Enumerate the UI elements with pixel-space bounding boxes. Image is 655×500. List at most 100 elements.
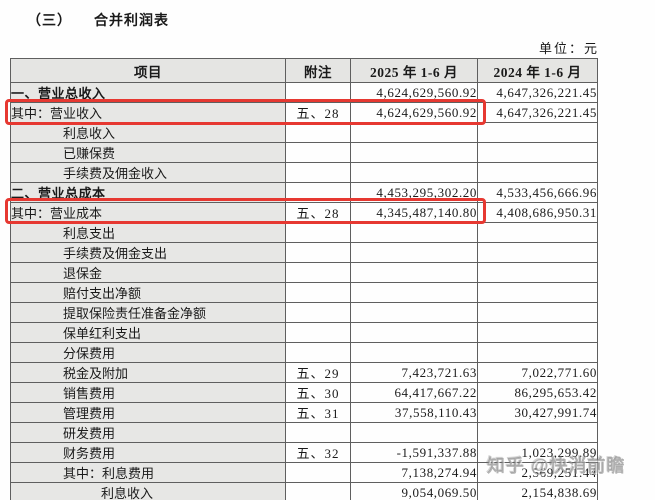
cell-value-2025: 4,345,487,140.80 xyxy=(350,202,478,223)
cell-note: 五、30 xyxy=(285,382,351,403)
cell-value-2024: 4,533,456,666.96 xyxy=(477,182,598,203)
cell-value-2025 xyxy=(350,342,478,363)
cell-item-label: 销售费用 xyxy=(10,382,286,403)
page-title-number: （三） xyxy=(27,12,72,28)
cell-value-2024: 7,022,771.60 xyxy=(477,362,598,383)
cell-value-2025 xyxy=(350,262,478,283)
cell-value-2025: 7,138,274.94 xyxy=(350,462,478,483)
table-row: 保单红利支出 xyxy=(10,322,598,343)
table-row: 提取保险责任准备金净额 xyxy=(10,302,598,323)
cell-value-2025 xyxy=(350,282,478,303)
cell-item-label: 二、营业总成本 xyxy=(10,182,286,203)
cell-item-label: 财务费用 xyxy=(10,442,286,463)
cell-item-label: 利息支出 xyxy=(10,222,286,243)
cell-value-2025 xyxy=(350,302,478,323)
cell-note: 五、28 xyxy=(285,102,351,123)
cell-note xyxy=(285,162,351,183)
cell-value-2025: 64,417,667.22 xyxy=(350,382,478,403)
cell-note xyxy=(285,122,351,143)
cell-item-label: 利息收入 xyxy=(10,122,286,143)
cell-value-2024 xyxy=(477,222,598,243)
table-row: 税金及附加 五、29 7,423,721.63 7,022,771.60 xyxy=(10,362,598,383)
cell-note xyxy=(285,462,351,483)
cell-value-2024 xyxy=(477,422,598,443)
cell-value-2025: -1,591,337.88 xyxy=(350,442,478,463)
cell-item-label: 分保费用 xyxy=(10,342,286,363)
cell-value-2024 xyxy=(477,342,598,363)
cell-item-label: 已赚保费 xyxy=(10,142,286,163)
page-title-text: 合并利润表 xyxy=(94,12,169,28)
cell-value-2024: 4,408,686,950.31 xyxy=(477,202,598,223)
cell-value-2025 xyxy=(350,242,478,263)
unit-label: 单位：元 xyxy=(538,41,599,56)
table-row: 二、营业总成本 4,453,295,302.20 4,533,456,666.96 xyxy=(10,182,598,203)
cell-item-label: 其中：利息费用 xyxy=(10,462,286,483)
table-row: 已赚保费 xyxy=(10,142,598,163)
column-header-item: 项目 xyxy=(10,58,286,83)
cell-item-label: 利息收入 xyxy=(10,482,286,500)
page-title: （三） 合并利润表 xyxy=(27,10,169,30)
cell-value-2024: 30,427,991.74 xyxy=(477,402,598,423)
cell-note xyxy=(285,322,351,343)
table-row: 研发费用 xyxy=(10,422,598,443)
table-row: 退保金 xyxy=(10,262,598,283)
cell-value-2025 xyxy=(350,122,478,143)
cell-value-2024 xyxy=(477,162,598,183)
cell-item-label: 其中：营业成本 xyxy=(10,202,286,223)
table-body: 一、营业总收入 4,624,629,560.92 4,647,326,221.45 其… xyxy=(10,82,598,500)
cell-value-2024 xyxy=(477,302,598,323)
table-row: 一、营业总收入 4,624,629,560.92 4,647,326,221.45 xyxy=(10,82,598,103)
cell-value-2024 xyxy=(477,282,598,303)
cell-item-label: 其中：营业收入 xyxy=(10,102,286,123)
cell-note xyxy=(285,302,351,323)
cell-item-label: 管理费用 xyxy=(10,402,286,423)
cell-value-2025 xyxy=(350,142,478,163)
zhihu-watermark: 知乎 @快消前瞻 xyxy=(487,456,626,476)
cell-value-2024 xyxy=(477,322,598,343)
cell-value-2025 xyxy=(350,162,478,183)
cell-value-2024: 4,647,326,221.45 xyxy=(477,82,598,103)
cell-value-2025: 7,423,721.63 xyxy=(350,362,478,383)
cell-item-label: 税金及附加 xyxy=(10,362,286,383)
table-row: 手续费及佣金收入 xyxy=(10,162,598,183)
table-row: 利息收入 xyxy=(10,122,598,143)
cell-value-2024 xyxy=(477,262,598,283)
cell-value-2025: 4,624,629,560.92 xyxy=(350,102,478,123)
cell-value-2025 xyxy=(350,222,478,243)
cell-item-label: 手续费及佣金收入 xyxy=(10,162,286,183)
cell-note xyxy=(285,482,351,500)
table-row: 赔付支出净额 xyxy=(10,282,598,303)
cell-value-2024: 2,154,838.69 xyxy=(477,482,598,500)
cell-item-label: 研发费用 xyxy=(10,422,286,443)
cell-value-2025 xyxy=(350,322,478,343)
cell-note xyxy=(285,142,351,163)
cell-note xyxy=(285,222,351,243)
table-row: 财务费用 五、32 -1,591,337.88 1,023,299.89 xyxy=(10,442,598,463)
cell-item-label: 提取保险责任准备金净额 xyxy=(10,302,286,323)
table-row: 手续费及佣金支出 xyxy=(10,242,598,263)
cell-item-label: 赔付支出净额 xyxy=(10,282,286,303)
cell-value-2025 xyxy=(350,422,478,443)
column-header-2025: 2025 年 1-6 月 xyxy=(350,58,478,83)
cell-value-2025: 4,453,295,302.20 xyxy=(350,182,478,203)
cell-note xyxy=(285,282,351,303)
table-row: 其中：营业成本 五、28 4,345,487,140.80 4,408,686,950… xyxy=(10,202,598,223)
cell-item-label: 手续费及佣金支出 xyxy=(10,242,286,263)
cell-note xyxy=(285,342,351,363)
cell-value-2024: 86,295,653.42 xyxy=(477,382,598,403)
income-statement-table: 项目 附注 2025 年 1-6 月 2024 年 1-6 月 一、营业总收入 4… xyxy=(10,58,598,500)
cell-note xyxy=(285,422,351,443)
cell-value-2024 xyxy=(477,122,598,143)
column-header-note: 附注 xyxy=(285,58,351,83)
cell-note xyxy=(285,82,351,103)
cell-item-label: 保单红利支出 xyxy=(10,322,286,343)
cell-note: 五、31 xyxy=(285,402,351,423)
table-row: 其中：营业收入 五、28 4,624,629,560.92 4,647,326,221… xyxy=(10,102,598,123)
column-header-2024: 2024 年 1-6 月 xyxy=(477,58,598,83)
table-row: 管理费用 五、31 37,558,110.43 30,427,991.74 xyxy=(10,402,598,423)
cell-note: 五、28 xyxy=(285,202,351,223)
cell-note xyxy=(285,262,351,283)
table-row: 利息收入 9,054,069.50 2,154,838.69 xyxy=(10,482,598,500)
cell-note xyxy=(285,182,351,203)
table-row: 利息支出 xyxy=(10,222,598,243)
